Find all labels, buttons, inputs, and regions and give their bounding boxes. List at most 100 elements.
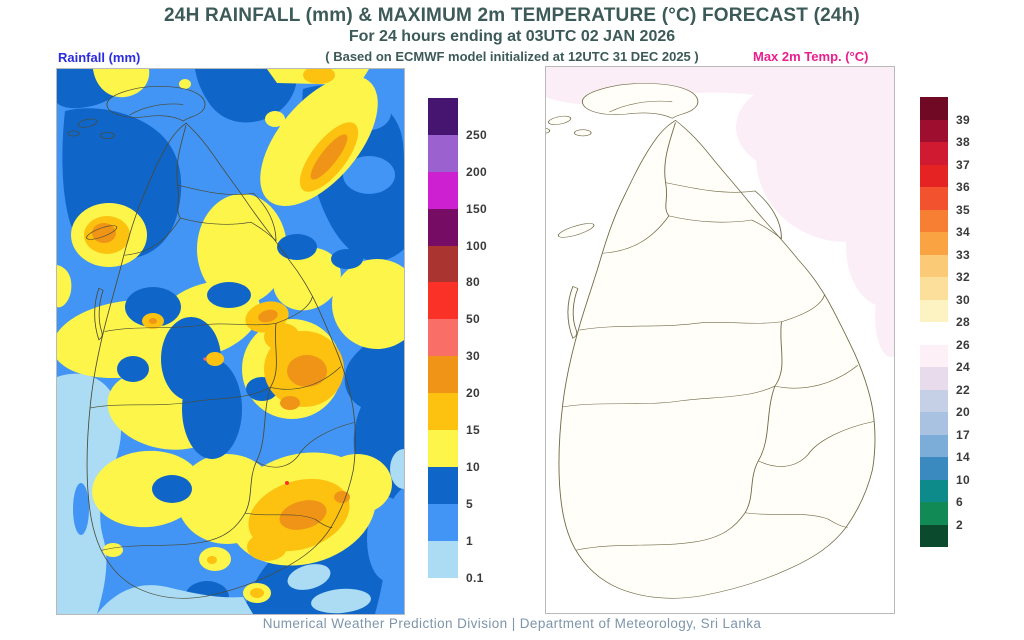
legend-swatch — [920, 187, 948, 210]
legend-label: 24 — [956, 360, 970, 374]
rainfall-map-svg — [57, 69, 404, 614]
legend-swatch — [920, 299, 948, 322]
legend-swatch — [920, 524, 948, 547]
legend-swatch — [920, 164, 948, 187]
legend-label: 37 — [956, 157, 970, 172]
temperature-label: Max 2m Temp. (°C) — [753, 49, 869, 64]
legend-row: 22 — [920, 367, 970, 397]
legend-label: 2 — [956, 517, 963, 532]
legend-label: 150 — [466, 201, 487, 216]
legend-swatch — [920, 142, 948, 165]
legend-row: 28 — [920, 299, 970, 329]
forecast-period-subtitle: For 24 hours ending at 03UTC 02 JAN 2026 — [348, 28, 676, 45]
legend-label: 26 — [956, 337, 970, 352]
legend-label: 35 — [956, 202, 970, 217]
legend-label: 200 — [466, 164, 487, 179]
rainfall-legend: 250 200 150 100 80 50 30 20 15 10 5 1 0.1 — [428, 98, 487, 585]
legend-swatch — [428, 540, 458, 578]
legend-label: 0.1 — [466, 570, 484, 585]
legend-swatch — [428, 466, 458, 504]
legend-row: 6 — [920, 479, 963, 509]
temperature-map — [545, 66, 895, 614]
legend-label: 39 — [956, 112, 970, 127]
legend-label: 22 — [956, 382, 970, 397]
legend-swatch — [920, 479, 948, 502]
legend-row: 20 — [428, 356, 480, 400]
legend-row: 1 — [428, 503, 473, 548]
legend-label: 10 — [466, 459, 480, 474]
legend-row: 38 — [920, 119, 970, 149]
legend-swatch — [428, 245, 458, 283]
legend-swatch — [920, 457, 948, 480]
legend-swatch — [920, 209, 948, 232]
legend-swatch — [428, 393, 458, 431]
legend-row: 20 — [920, 389, 970, 419]
page-title: 24H RAINFALL (mm) & MAXIMUM 2m TEMPERATU… — [164, 5, 860, 26]
legend-label: 28 — [956, 315, 970, 329]
rainfall-map — [56, 68, 405, 615]
legend-label: 5 — [466, 496, 473, 511]
legend-swatch — [428, 134, 458, 172]
legend-row: 150 — [428, 171, 487, 216]
temperature-map-svg — [546, 67, 894, 613]
legend-label: 10 — [956, 472, 970, 487]
legend-row: 80 — [428, 245, 480, 289]
rainfall-label: Rainfall (mm) — [58, 50, 141, 65]
legend-swatch — [428, 208, 458, 246]
legend-label: 36 — [956, 180, 970, 194]
legend-label: 100 — [466, 238, 487, 253]
legend-swatch — [920, 322, 948, 345]
legend-swatch — [920, 232, 948, 255]
legend-row: 36 — [920, 164, 970, 194]
legend-swatch — [428, 503, 458, 541]
legend-row: 30 — [428, 319, 480, 363]
legend-label: 17 — [956, 427, 970, 442]
legend-swatch — [428, 430, 458, 467]
legend-row: 33 — [920, 232, 970, 262]
legend-row — [920, 524, 948, 547]
legend-row: 24 — [920, 344, 970, 374]
legend-row: 0.1 — [428, 540, 483, 585]
legend-label: 80 — [466, 275, 480, 290]
legend-label: 50 — [466, 312, 480, 327]
legend-row: 39 — [920, 97, 970, 127]
legend-row: 32 — [920, 254, 970, 284]
legend-row: 50 — [428, 282, 480, 326]
legend-label: 30 — [466, 349, 480, 364]
legend-label: 20 — [466, 386, 480, 401]
legend-row: 17 — [920, 412, 970, 442]
legend-row: 100 — [428, 208, 487, 253]
legend-swatch — [920, 119, 948, 142]
legend-row: 15 — [428, 393, 480, 437]
legend-label: 15 — [466, 423, 480, 438]
model-init-note: ( Based on ECMWF model initialized at 12… — [325, 49, 699, 64]
footer-caption: Numerical Weather Prediction Division | … — [262, 616, 762, 631]
legend-swatch — [920, 502, 948, 525]
legend-swatch — [428, 171, 458, 209]
legend-label: 1 — [466, 533, 473, 548]
legend-swatch — [920, 367, 948, 390]
rain-contour-punch — [117, 234, 363, 503]
legend-swatch — [920, 344, 948, 367]
legend-row: 26 — [920, 322, 970, 352]
legend-row: 34 — [920, 209, 970, 239]
legend-swatch — [428, 356, 458, 394]
legend-swatch — [920, 277, 948, 300]
legend-swatch — [920, 389, 948, 412]
legend-label: 30 — [956, 292, 970, 307]
legend-label: 32 — [956, 270, 970, 284]
legend-swatch — [920, 97, 948, 120]
legend-row: 30 — [920, 277, 970, 307]
legend-label: 20 — [956, 405, 970, 419]
legend-row: 14 — [920, 434, 970, 464]
legend-row: 250 — [428, 98, 487, 142]
legend-label: 250 — [466, 127, 487, 142]
legend-swatch — [428, 98, 458, 135]
rain-contour-20-30 — [92, 134, 350, 530]
temperature-legend: 39 38 37 36 35 34 33 32 30 28 26 24 22 20 17 14 10 6 2 — [920, 97, 970, 547]
legend-row: 10 — [920, 457, 970, 487]
legend-row: 37 — [920, 142, 970, 172]
legend-label: 14 — [956, 450, 970, 464]
legend-row: 5 — [428, 466, 473, 511]
